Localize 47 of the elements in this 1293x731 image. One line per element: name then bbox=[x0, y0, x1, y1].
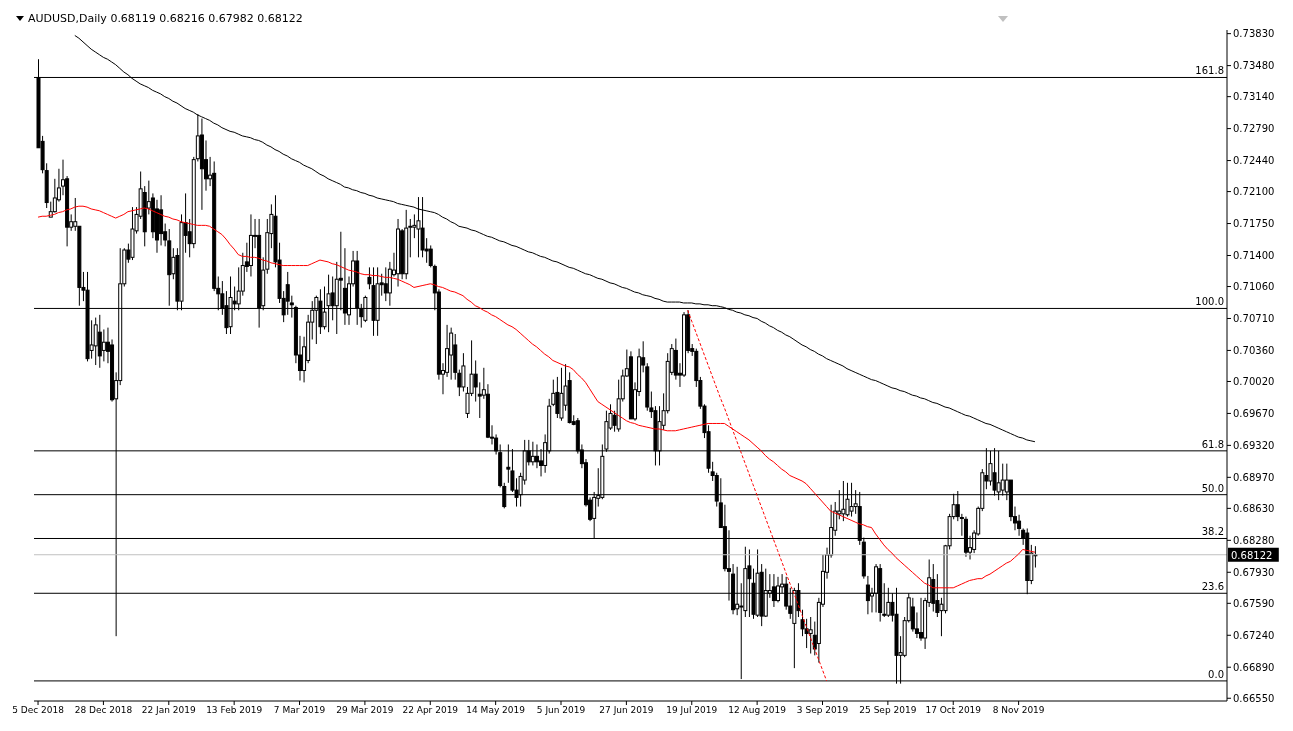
annotation: 0.0 bbox=[1208, 668, 1224, 680]
y-tick-label: 0.66550 bbox=[1233, 692, 1275, 704]
y-tick-label: 0.72790 bbox=[1233, 123, 1275, 135]
ref-line-label: 0.68122 bbox=[1231, 549, 1273, 561]
y-tick-label: 0.70710 bbox=[1233, 313, 1275, 325]
x-tick-label: 27 Jun 2019 bbox=[599, 705, 654, 716]
x-tick-label: 17 Oct 2019 bbox=[925, 705, 982, 716]
y-tick-label: 0.69670 bbox=[1233, 407, 1275, 419]
y-tick-label: 0.71060 bbox=[1233, 281, 1275, 293]
x-tick-label: 7 Mar 2019 bbox=[273, 705, 326, 716]
y-tick-label: 0.66890 bbox=[1233, 661, 1275, 673]
annotation: 61.8 bbox=[1201, 438, 1224, 450]
x-tick-label: 22 Jan 2019 bbox=[141, 705, 197, 716]
y-tick-label: 0.68280 bbox=[1233, 534, 1275, 546]
y-tick-label: 0.71750 bbox=[1233, 218, 1275, 230]
y-tick-label: 0.72100 bbox=[1233, 186, 1275, 198]
chart-title: AUDUSD,Daily 0.68119 0.68216 0.67982 0.68122 bbox=[28, 12, 303, 25]
y-tick-label: 0.68970 bbox=[1233, 471, 1275, 483]
x-tick-label: 12 Aug 2019 bbox=[728, 705, 787, 716]
y-tick-label: 0.73830 bbox=[1233, 28, 1275, 40]
x-tick-label: 8 Nov 2019 bbox=[992, 705, 1045, 716]
x-tick-label: 28 Dec 2018 bbox=[74, 705, 133, 716]
annotation: 50.0 bbox=[1201, 482, 1224, 494]
x-tick-label: 19 Jul 2019 bbox=[666, 705, 718, 716]
y-tick-label: 0.70360 bbox=[1233, 344, 1275, 356]
y-tick-label: 0.73480 bbox=[1233, 60, 1275, 72]
x-tick-label: 14 May 2019 bbox=[466, 705, 526, 716]
annotation: 38.2 bbox=[1201, 526, 1224, 538]
y-tick-label: 0.70020 bbox=[1233, 376, 1275, 388]
annotation: 161.8 bbox=[1195, 65, 1224, 77]
y-tick-label: 0.69320 bbox=[1233, 439, 1275, 451]
y-tick-label: 0.72440 bbox=[1233, 155, 1275, 167]
x-tick-label: 13 Feb 2019 bbox=[206, 705, 263, 716]
y-tick-label: 0.67590 bbox=[1233, 597, 1275, 609]
x-tick-label: 3 Sep 2019 bbox=[796, 705, 849, 716]
x-tick-label: 5 Jun 2019 bbox=[536, 705, 586, 716]
annotation: 100.0 bbox=[1195, 296, 1224, 308]
x-tick-label: 22 Apr 2019 bbox=[402, 705, 459, 716]
x-tick-label: 29 Mar 2019 bbox=[336, 705, 394, 716]
y-tick-label: 0.67930 bbox=[1233, 566, 1275, 578]
y-tick-label: 0.68630 bbox=[1233, 502, 1275, 514]
x-tick-label: 25 Sep 2019 bbox=[859, 705, 917, 716]
y-tick-label: 0.71400 bbox=[1233, 250, 1275, 262]
y-tick-label: 0.67240 bbox=[1233, 629, 1275, 641]
annotation: 23.6 bbox=[1201, 581, 1224, 593]
y-tick-label: 0.73140 bbox=[1233, 91, 1275, 103]
x-tick-label: 5 Dec 2018 bbox=[12, 705, 65, 716]
